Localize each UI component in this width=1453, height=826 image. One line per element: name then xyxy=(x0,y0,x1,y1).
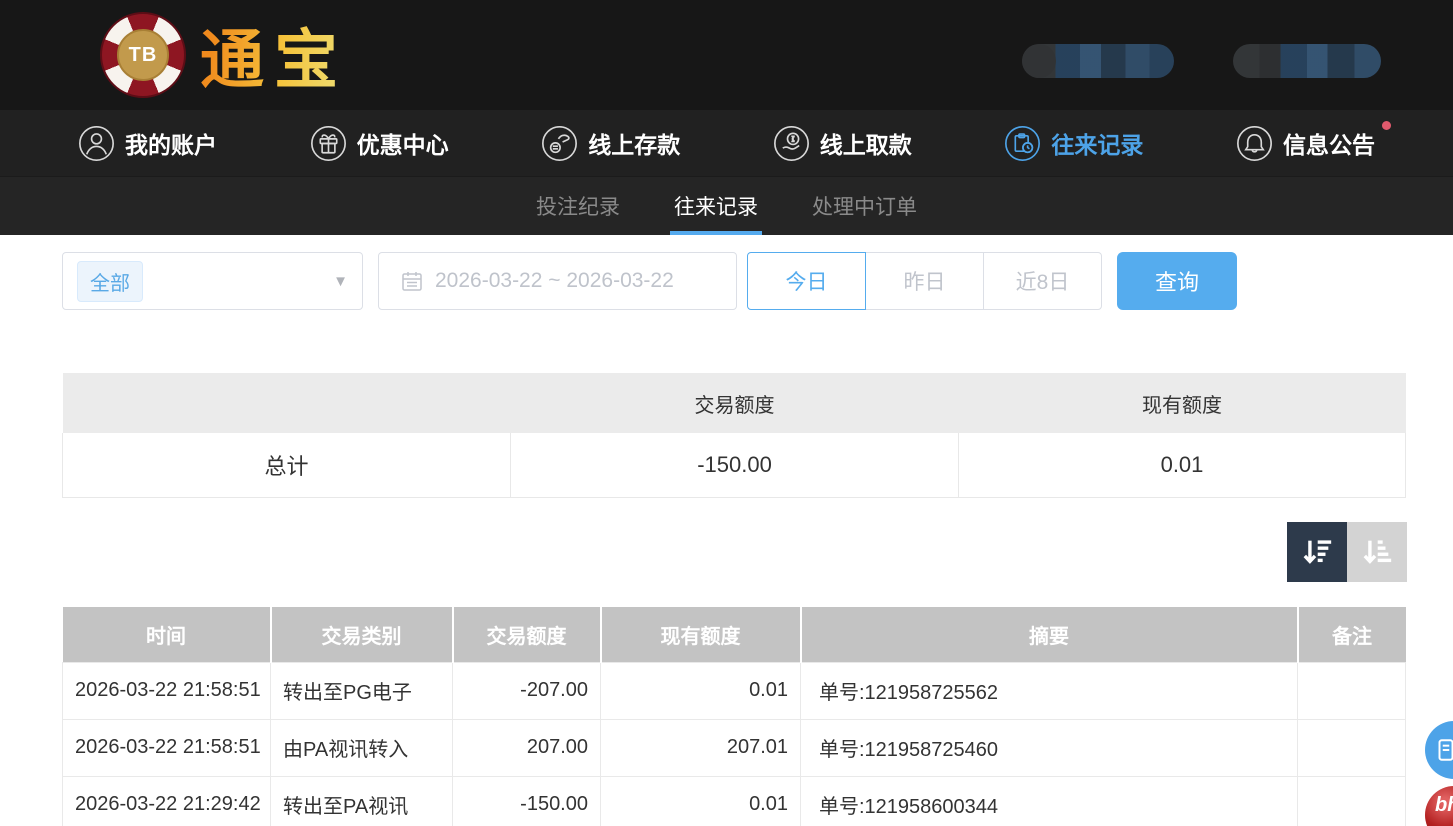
search-button[interactable]: 查询 xyxy=(1117,252,1237,310)
nav-item-withdraw[interactable]: 线上取款 xyxy=(773,125,912,162)
summary-header-row: 交易额度 现有额度 xyxy=(62,373,1406,433)
cell-type: 转出至PA视讯 xyxy=(270,775,453,826)
summary-transaction-amount: -150.00 xyxy=(510,433,959,498)
col-header-balance: 现有额度 xyxy=(599,607,801,662)
sort-ascending-button[interactable] xyxy=(1347,522,1407,582)
brand-name: 通宝 xyxy=(200,9,348,101)
cell-balance: 207.01 xyxy=(600,718,801,777)
category-select[interactable]: 全部 ▼ xyxy=(62,252,363,310)
cell-time: 2026-03-22 21:58:51 xyxy=(62,718,271,777)
sort-toolbar xyxy=(1287,522,1407,582)
col-header-time: 时间 xyxy=(62,607,271,662)
col-header-type: 交易类别 xyxy=(269,607,453,662)
service-icon xyxy=(1438,739,1453,761)
summary-table: 交易额度 现有额度 总计 -150.00 0.01 xyxy=(62,373,1406,498)
selected-category-tag[interactable]: 全部 xyxy=(77,260,143,302)
cell-note xyxy=(1297,775,1406,826)
cell-amount: -150.00 xyxy=(452,775,601,826)
table-row: 2026-03-22 21:58:51 由PA视讯转入 207.00 207.0… xyxy=(62,718,1406,777)
redacted-user-balance xyxy=(1022,44,1174,78)
promo-widget[interactable]: bh xyxy=(1425,786,1453,826)
nav-item-promotions[interactable]: 优惠中心 xyxy=(310,125,449,162)
nav-label: 线上存款 xyxy=(588,132,681,158)
summary-header-transaction-amount: 交易额度 xyxy=(510,373,959,433)
customer-service-widget[interactable] xyxy=(1425,721,1453,779)
deposit-icon xyxy=(542,125,578,161)
cell-summary: 单号:121958725460 xyxy=(800,718,1298,777)
quick-date-group: 今日 昨日 近8日 xyxy=(747,252,1102,310)
date-range-input[interactable]: 2026-03-22 ~ 2026-03-22 xyxy=(378,252,737,310)
cell-amount: -207.00 xyxy=(452,661,601,720)
col-header-amount: 交易额度 xyxy=(451,607,601,662)
date-range-value: 2026-03-22 ~ 2026-03-22 xyxy=(435,269,674,292)
nav-item-announcements[interactable]: 信息公告 xyxy=(1236,120,1391,162)
nav-item-my-account[interactable]: 我的账户 xyxy=(78,125,217,162)
chip-badge: TB xyxy=(117,29,169,81)
chevron-down-icon: ▼ xyxy=(333,272,348,290)
nav-label: 优惠中心 xyxy=(356,132,449,158)
records-header-row: 时间 交易类别 交易额度 现有额度 摘要 备注 xyxy=(62,607,1406,662)
cell-type: 由PA视讯转入 xyxy=(270,718,453,777)
calendar-icon xyxy=(402,272,422,291)
redacted-user-name xyxy=(1233,44,1381,78)
brand-logo[interactable]: TB 通宝 xyxy=(100,0,348,110)
nav-label: 我的账户 xyxy=(125,132,217,158)
nav-item-deposit[interactable]: 线上存款 xyxy=(541,125,680,162)
summary-header-current-amount: 现有额度 xyxy=(958,373,1406,433)
cell-summary: 单号:121958600344 xyxy=(800,775,1298,826)
summary-total-label: 总计 xyxy=(62,433,511,498)
filter-row: 全部 ▼ 2026-03-22 ~ 2026-03-22 今日 昨日 近8日 查 xyxy=(62,252,1453,310)
tab-transfer-records[interactable]: 往来记录 xyxy=(670,177,762,235)
last-8-days-button[interactable]: 近8日 xyxy=(983,252,1102,310)
table-row: 2026-03-22 21:29:42 转出至PA视讯 -150.00 0.01… xyxy=(62,775,1406,826)
main-nav: 我的账户 优惠中心 线上存款 xyxy=(0,110,1453,177)
button-label: 近8日 xyxy=(1015,271,1070,294)
cell-balance: 0.01 xyxy=(600,661,801,720)
sort-descending-icon xyxy=(1303,540,1332,564)
cell-type: 转出至PG电子 xyxy=(270,661,453,720)
cell-amount: 207.00 xyxy=(452,718,601,777)
avatar xyxy=(1022,44,1056,78)
tab-label: 投注纪录 xyxy=(536,196,620,219)
cell-summary: 单号:121958725562 xyxy=(800,661,1298,720)
records-table: 时间 交易类别 交易额度 现有额度 摘要 备注 2026-03-22 21:58… xyxy=(62,607,1406,826)
casino-chip-icon: TB xyxy=(100,12,186,98)
sort-descending-button[interactable] xyxy=(1287,522,1347,582)
summary-header-empty xyxy=(62,373,511,433)
bell-icon xyxy=(1236,125,1272,161)
cell-balance: 0.01 xyxy=(600,775,801,826)
summary-total-row: 总计 -150.00 0.01 xyxy=(62,433,1406,498)
top-bar: TB 通宝 xyxy=(0,0,1453,110)
table-row: 2026-03-22 21:58:51 转出至PG电子 -207.00 0.01… xyxy=(62,661,1406,720)
tab-label: 处理中订单 xyxy=(812,196,917,219)
yesterday-button[interactable]: 昨日 xyxy=(865,252,984,310)
nav-label: 往来记录 xyxy=(1051,132,1144,158)
tab-label: 往来记录 xyxy=(674,196,758,219)
cell-note xyxy=(1297,718,1406,777)
transfer-records-icon xyxy=(1005,125,1041,161)
today-button[interactable]: 今日 xyxy=(747,252,866,310)
cell-time: 2026-03-22 21:29:42 xyxy=(62,775,271,826)
gift-icon xyxy=(310,125,346,161)
button-label: 今日 xyxy=(785,271,828,294)
notification-dot xyxy=(1381,120,1391,130)
summary-current-amount: 0.01 xyxy=(958,433,1406,498)
button-label: 昨日 xyxy=(903,271,946,294)
col-header-summary: 摘要 xyxy=(799,607,1298,662)
withdraw-icon xyxy=(773,125,809,161)
sort-ascending-icon xyxy=(1363,540,1392,564)
tab-pending-orders[interactable]: 处理中订单 xyxy=(808,177,921,235)
cell-note xyxy=(1297,661,1406,720)
user-icon xyxy=(79,125,114,161)
sub-tabs: 投注纪录 往来记录 处理中订单 xyxy=(0,177,1453,235)
promo-widget-letter: bh xyxy=(1435,794,1453,816)
cell-time: 2026-03-22 21:58:51 xyxy=(62,661,271,720)
nav-item-transfer-records[interactable]: 往来记录 xyxy=(1004,125,1143,162)
nav-label: 线上取款 xyxy=(819,132,912,158)
col-header-note: 备注 xyxy=(1296,607,1406,662)
nav-label: 信息公告 xyxy=(1282,132,1375,158)
tab-betting-records[interactable]: 投注纪录 xyxy=(532,177,624,235)
